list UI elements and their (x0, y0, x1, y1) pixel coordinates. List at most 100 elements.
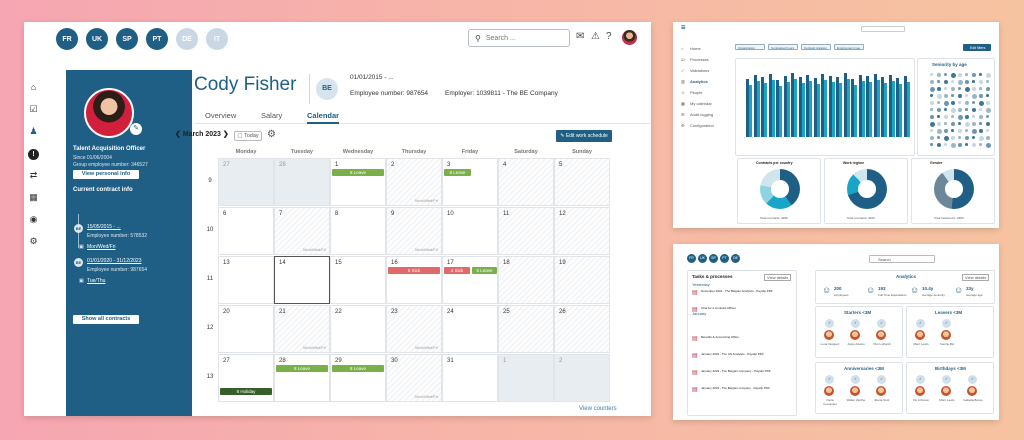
calendar-day[interactable]: 8 (330, 207, 386, 255)
view-personal-info-button[interactable]: View personal info (73, 170, 139, 179)
event-leave[interactable]: 5 Leave (472, 267, 497, 274)
language-uk-button[interactable]: UK (86, 28, 108, 50)
filter-chip[interactable]: Employment type (834, 44, 864, 50)
language-de-button[interactable]: DE (176, 28, 198, 50)
today-button[interactable]: ▢ Today (234, 131, 262, 141)
nav-item-my-calendar[interactable]: My calendar (690, 101, 712, 106)
calendar-day[interactable]: 5 (554, 158, 610, 206)
gear-icon[interactable]: ⚙ (29, 236, 38, 246)
event-leave[interactable]: 8 Leave (276, 365, 328, 372)
calendar-day[interactable]: 11 (498, 207, 554, 255)
contract-range-link[interactable]: 01/01/2020 - 31/12/2023 (87, 258, 142, 264)
calendar-day[interactable]: 20 (218, 305, 274, 353)
analytics-search-input[interactable] (861, 26, 905, 32)
nav-item-people[interactable]: People (690, 90, 703, 95)
help-icon[interactable]: ? (606, 31, 612, 42)
calendar-day[interactable]: 16 8 Sick (386, 256, 442, 304)
event-sick[interactable]: 8 Sick (388, 267, 440, 274)
event-leave[interactable]: 8 Leave (332, 365, 384, 372)
event-sick[interactable]: 4 Sick (444, 267, 470, 274)
calendar-day[interactable]: 25 (498, 305, 554, 353)
language-it-button[interactable]: IT (206, 28, 228, 50)
nav-item-processes[interactable]: Processes (690, 57, 709, 62)
contract-schedule-link[interactable]: Mon/Wed/Fri (87, 244, 116, 250)
calendar-day[interactable]: 29 8 Leave (330, 354, 386, 402)
calendar-day[interactable]: 6 (218, 207, 274, 255)
filter-chip[interactable]: Contract duration (801, 44, 831, 50)
tab-salary[interactable]: Salary (261, 111, 283, 120)
task-item[interactable]: January 2023 - The Belgian company - Pay… (701, 386, 770, 390)
calendar-settings-icon[interactable]: ⚙ (267, 129, 276, 140)
event-leave[interactable]: 8 Leave (332, 169, 384, 176)
tab-overview[interactable]: Overview (205, 111, 237, 120)
contract-range-link[interactable]: 15/05/2015 - ... (87, 224, 121, 230)
language-fr-button[interactable]: FR (56, 28, 78, 50)
filter-chip[interactable]: Contracted hours (768, 44, 798, 50)
bell-icon[interactable]: ⚠ (591, 31, 600, 42)
calendar-day[interactable]: 12 (554, 207, 610, 255)
edit-filters-button[interactable]: Edit filters (963, 44, 991, 51)
calendar-day[interactable]: 9 Mon/Wed/Fri (386, 207, 442, 255)
calendar-day[interactable]: 28 8 Leave (274, 354, 330, 402)
calendar-day[interactable]: 18 (498, 256, 554, 304)
show-all-contracts-button[interactable]: Show all contracts (73, 315, 139, 324)
calendar-day[interactable]: 1 (498, 354, 554, 402)
calendar-day[interactable]: 2 Mon/Wed/Fri (386, 158, 442, 206)
clipboard-icon[interactable]: ☑ (29, 104, 38, 114)
calendar-day[interactable]: 13 (218, 256, 274, 304)
edit-photo-icon[interactable]: ✎ (130, 123, 142, 135)
calendar-day[interactable]: 23 Mon/Wed/Fri (386, 305, 442, 353)
calendar-day[interactable]: 31 (442, 354, 498, 402)
calendar-day[interactable]: 2 (554, 354, 610, 402)
user-avatar[interactable] (622, 30, 637, 45)
task-item[interactable]: Chat for a Contract Officer (701, 306, 736, 310)
calendar-day[interactable]: 4 (498, 158, 554, 206)
dashboard-language-uk[interactable]: UK (698, 254, 707, 263)
calendar-day[interactable]: 22 (330, 305, 386, 353)
view-counters-link[interactable]: View counters (579, 406, 617, 412)
search-input[interactable]: ⚲ Search ... (468, 29, 570, 47)
calendar-day[interactable]: 14 (274, 256, 330, 304)
calendar-day[interactable]: 21 Mon/Wed/Fri (274, 305, 330, 353)
edit-work-schedule-button[interactable]: ✎ Edit work schedule (556, 130, 612, 142)
dashboard-language-sp[interactable]: SP (709, 254, 718, 263)
dashboard-icon[interactable]: ▦ (29, 192, 38, 202)
calendar-day[interactable]: 27 (218, 158, 274, 206)
dashboard-language-pt[interactable]: PT (720, 254, 729, 263)
calendar-day[interactable]: 19 (554, 256, 610, 304)
filter-chip[interactable]: Organization (735, 44, 765, 50)
calendar-day[interactable]: 17 4 Sick 5 Leave (442, 256, 498, 304)
calendar-day[interactable]: 10 (442, 207, 498, 255)
nav-item-analytics[interactable]: Analytics (690, 79, 708, 84)
dashboard-language-de[interactable]: DE (731, 254, 740, 263)
calendar-day[interactable]: 28 (274, 158, 330, 206)
mail-icon[interactable]: ✉ (576, 31, 585, 42)
analytics-view-button[interactable]: View details (962, 274, 990, 281)
nav-item-configuration[interactable]: Configuration (690, 123, 714, 128)
task-item[interactable]: January 2023 - The Belgian Company - Pay… (701, 369, 771, 373)
tasks-view-button[interactable]: View details (764, 274, 792, 281)
eye-icon[interactable]: ◉ (29, 214, 38, 224)
transfer-icon[interactable]: ⇄ (29, 170, 38, 180)
calendar-day[interactable]: 30 Mon/Wed/Fri (386, 354, 442, 402)
nav-item-validations[interactable]: Validations (690, 68, 710, 73)
calendar-day[interactable]: 7 Mon/Wed/Fri (274, 207, 330, 255)
tab-calendar[interactable]: Calendar (307, 111, 340, 124)
back-arrow-icon[interactable]: ← (174, 78, 186, 92)
event-leave[interactable]: 8 Leave (444, 169, 471, 176)
language-sp-button[interactable]: SP (116, 28, 138, 50)
dashboard-language-fr[interactable]: FR (687, 254, 696, 263)
event-holiday[interactable]: 8 Holiday (220, 388, 272, 395)
task-item[interactable]: Benefits & Accounting Office (701, 335, 739, 339)
task-item[interactable]: November 2024 - The Belgian Analytics - … (701, 289, 773, 293)
calendar-day[interactable]: 26 (554, 305, 610, 353)
dashboard-search-input[interactable]: Search (869, 255, 935, 263)
month-navigator[interactable]: ❮ March 2023 ❯ (175, 131, 229, 138)
nav-item-audit-logging[interactable]: Audit logging (690, 112, 714, 117)
task-item[interactable]: January 2023 - The US Analytics - Paysli… (701, 352, 764, 356)
calendar-day[interactable]: 27 8 Holiday (218, 354, 274, 402)
contract-schedule-link[interactable]: Tue/Thu (87, 278, 106, 284)
people-icon[interactable]: ♟ (29, 126, 38, 136)
language-pt-button[interactable]: PT (146, 28, 168, 50)
